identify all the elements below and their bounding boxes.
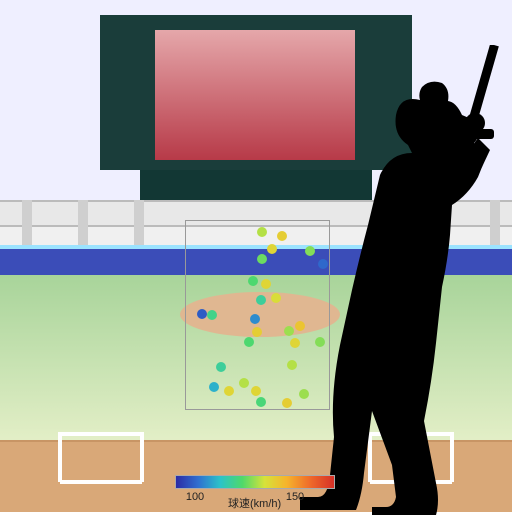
pitch-point xyxy=(256,397,266,407)
pitch-point xyxy=(244,337,254,347)
stand-support xyxy=(78,200,88,245)
plate-line xyxy=(140,432,144,482)
plate-line xyxy=(60,480,142,484)
pitch-point xyxy=(197,309,207,319)
colorbar xyxy=(175,475,335,489)
pitch-point xyxy=(239,378,249,388)
pitch-point xyxy=(290,338,300,348)
pitch-point xyxy=(284,326,294,336)
chart-stage: 100 150 球速(km/h) xyxy=(0,0,512,512)
pitch-point xyxy=(257,227,267,237)
plate-line xyxy=(370,432,452,436)
pitch-point xyxy=(287,360,297,370)
pitch-point xyxy=(305,246,315,256)
stand-support xyxy=(134,200,144,245)
scoreboard-screen xyxy=(155,30,355,160)
colorbar-tick: 150 xyxy=(286,491,304,503)
pitch-point xyxy=(224,386,234,396)
pitch-point xyxy=(251,386,261,396)
plate-line xyxy=(58,432,62,482)
stand-support xyxy=(434,200,444,245)
pitch-point xyxy=(315,337,325,347)
stand-support xyxy=(378,200,388,245)
pitch-point xyxy=(295,321,305,331)
stand-support xyxy=(490,200,500,245)
plate-line xyxy=(60,432,142,436)
pitch-point xyxy=(256,295,266,305)
plate-line xyxy=(450,432,454,482)
pitch-point xyxy=(267,244,277,254)
pitch-point xyxy=(261,279,271,289)
stand-support xyxy=(22,200,32,245)
pitch-point xyxy=(252,327,262,337)
pitch-point xyxy=(216,362,226,372)
pitch-point xyxy=(277,231,287,241)
plate-line xyxy=(368,432,372,482)
pitch-point xyxy=(250,314,260,324)
pitch-point xyxy=(209,382,219,392)
pitch-point xyxy=(282,398,292,408)
pitch-point xyxy=(257,254,267,264)
colorbar-tick: 100 xyxy=(186,491,204,503)
pitch-point xyxy=(248,276,258,286)
pitch-point xyxy=(318,259,328,269)
pitch-point xyxy=(271,293,281,303)
pitch-point xyxy=(299,389,309,399)
pitch-point xyxy=(207,310,217,320)
colorbar-label: 球速(km/h) xyxy=(228,495,281,511)
plate-line xyxy=(370,480,452,484)
